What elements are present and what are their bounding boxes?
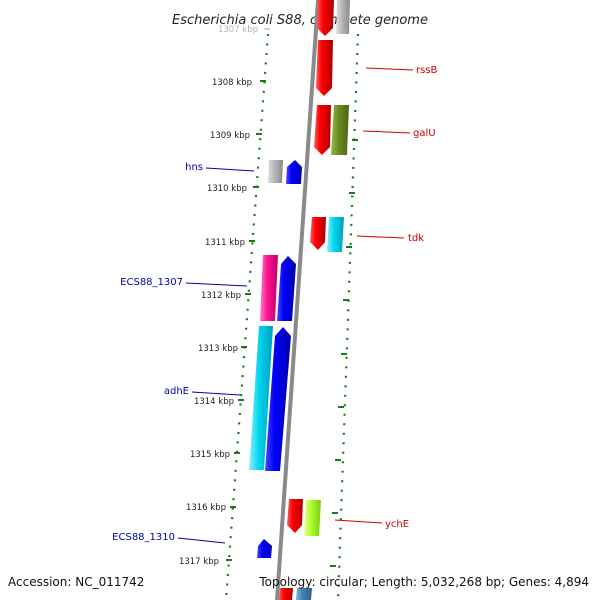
gene-label-yche[interactable]: ychE (385, 519, 409, 530)
gene-arrow-rssb[interactable] (316, 40, 333, 96)
gene-arrow-yche-1[interactable] (287, 499, 303, 533)
tick-label: 1314 kbp (194, 397, 234, 407)
tick-label: 1311 kbp (205, 238, 245, 248)
gene-arrow-galu-2[interactable] (331, 105, 349, 155)
gene-label-tdk[interactable]: tdk (408, 233, 424, 244)
tick-label: 1315 kbp (190, 450, 230, 460)
gene-arrow-bottom-2[interactable] (296, 588, 312, 600)
tick-label: 1312 kbp (201, 291, 241, 301)
tick-label: 1309 kbp (210, 131, 250, 141)
gene-arrow-yche-2[interactable] (304, 500, 321, 536)
gene-arrow-ecs88-1307-pink[interactable] (260, 255, 278, 321)
accession-text: Accession: NC_011742 (8, 575, 144, 589)
gene-arrow-galu-1[interactable] (314, 105, 331, 155)
gene-label-hns[interactable]: hns (185, 162, 203, 173)
gene-label-adhe[interactable]: adhE (164, 386, 189, 397)
tick-label: 1310 kbp (207, 184, 247, 194)
forward-strand-genes (279, 0, 350, 600)
tick-label: 1308 kbp (212, 78, 252, 88)
gene-arrow-ecs88-1310[interactable] (257, 539, 272, 558)
gene-arrow-adhe[interactable] (265, 327, 291, 471)
tick-label: 1313 kbp (198, 344, 238, 354)
topology-text: Topology: circular; Length: 5,032,268 bp… (258, 575, 589, 589)
gene-label-galu[interactable]: galU (413, 128, 436, 139)
gene-arrow-hns-gray[interactable] (268, 160, 283, 183)
gene-arrow-tdk-1[interactable] (310, 217, 326, 250)
genome-backbone (275, 0, 320, 600)
tick-label: 1307 kbp (218, 25, 258, 35)
gene-arrow-adhe-cyan[interactable] (249, 326, 273, 470)
gene-arrow-partial-top[interactable] (317, 0, 334, 36)
leader-line (191, 391, 241, 396)
tick-label: 1317 kbp (179, 557, 219, 567)
leader-line (177, 537, 226, 544)
gene-label-ecs88-1307[interactable]: ECS88_1307 (120, 277, 183, 288)
right-track-marks (330, 139, 358, 567)
leader-line (185, 282, 248, 287)
gene-arrow-tdk-2[interactable] (327, 217, 344, 252)
gene-label-ecs88-1310[interactable]: ECS88_1310 (112, 532, 175, 543)
leader-line (205, 167, 255, 172)
leader-line (356, 235, 405, 239)
leader-line (365, 67, 414, 71)
leader-line (362, 130, 411, 134)
gene-arrow-ecs88-1307[interactable] (277, 256, 296, 321)
reverse-strand-genes (249, 160, 302, 558)
gene-arrow-gray-top[interactable] (336, 0, 350, 34)
right-gene-labels: rssB galU tdk ychE (334, 65, 438, 530)
tick-label: 1316 kbp (186, 503, 226, 513)
gene-arrow-hns[interactable] (286, 160, 302, 184)
tick-marks: 1307 kbp 1308 kbp 1309 kbp 1310 kbp 1311… (179, 25, 270, 567)
gene-label-rssb[interactable]: rssB (416, 65, 438, 76)
gene-arrow-bottom-1[interactable] (279, 588, 293, 600)
leader-line (334, 519, 383, 524)
map-title: Escherichia coli S88, complete genome (172, 13, 428, 28)
left-gene-labels: hns ECS88_1307 adhE ECS88_1310 (112, 162, 255, 544)
